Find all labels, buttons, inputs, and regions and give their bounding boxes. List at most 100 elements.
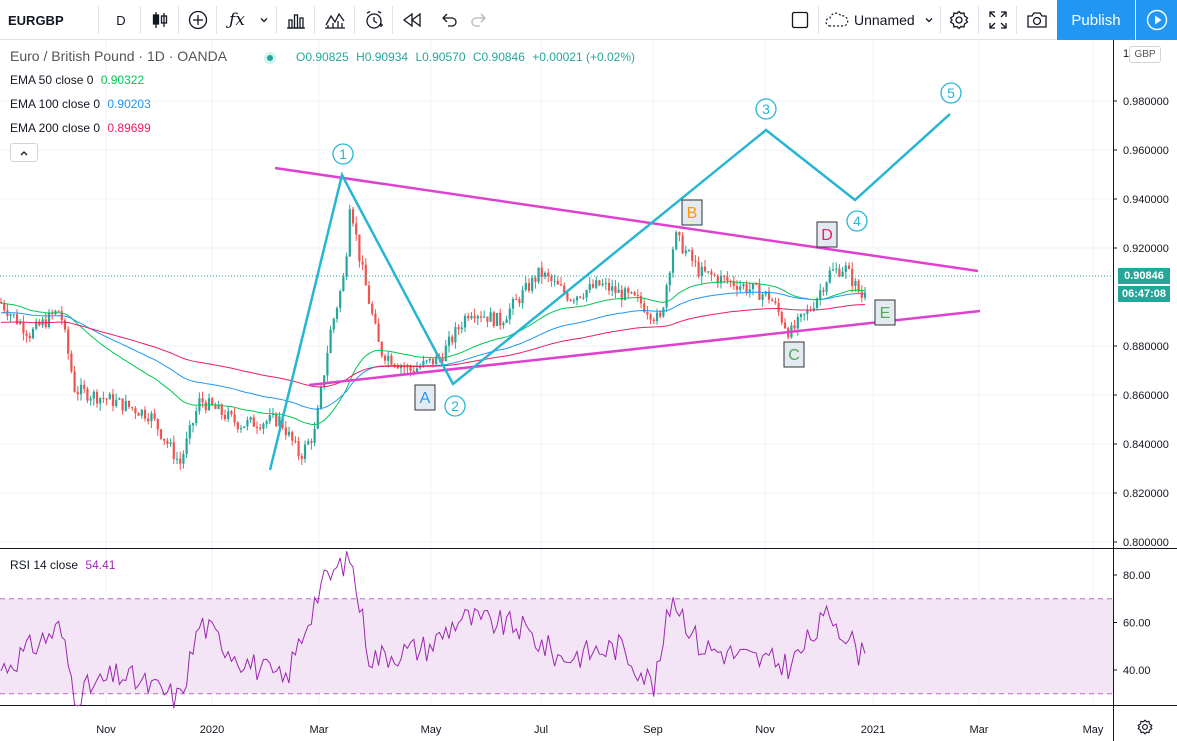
candle-body bbox=[671, 249, 675, 273]
price-tick-label: 1 bbox=[1123, 48, 1129, 60]
symbol-search-button[interactable]: EURGBP bbox=[8, 0, 78, 40]
candle-body bbox=[127, 400, 131, 407]
candle-body bbox=[495, 312, 499, 327]
candle-body bbox=[812, 308, 815, 311]
candle-body bbox=[751, 283, 755, 290]
rsi-value: 54.41 bbox=[85, 558, 116, 572]
ema100-legend[interactable]: EMA 100 close 0 0.90203 bbox=[10, 97, 151, 111]
toolbar-divider bbox=[314, 6, 315, 34]
settings-gear-icon[interactable] bbox=[944, 0, 974, 40]
candle-body bbox=[390, 355, 393, 365]
ema100-label: EMA 100 close 0 bbox=[10, 97, 101, 111]
candle-body bbox=[182, 454, 185, 464]
candle-body bbox=[502, 322, 505, 326]
candle-body bbox=[441, 358, 444, 362]
candle-body bbox=[595, 280, 598, 288]
candle-body bbox=[857, 280, 860, 292]
candle-body bbox=[163, 438, 166, 441]
toolbar-divider bbox=[178, 6, 179, 34]
candle-body bbox=[431, 358, 435, 365]
candle-body bbox=[348, 209, 351, 257]
candle-body bbox=[710, 271, 713, 275]
redo-icon[interactable] bbox=[466, 0, 492, 40]
candle-body bbox=[255, 426, 259, 428]
undo-icon[interactable] bbox=[436, 0, 462, 40]
chevron-down-icon[interactable] bbox=[256, 0, 272, 40]
chevron-down-icon bbox=[925, 18, 933, 23]
candle-body bbox=[35, 321, 38, 329]
cloud-icon bbox=[825, 12, 849, 27]
fullscreen-icon[interactable] bbox=[984, 0, 1012, 40]
ema200-label: EMA 200 close 0 bbox=[10, 121, 101, 135]
toolbar-divider bbox=[354, 6, 355, 34]
candle-body bbox=[92, 391, 95, 399]
candle-body bbox=[700, 266, 703, 277]
ema50-legend[interactable]: EMA 50 close 0 0.90322 bbox=[10, 73, 144, 87]
candle-body bbox=[76, 391, 79, 395]
candle-body bbox=[335, 307, 339, 319]
candle-body bbox=[214, 404, 217, 409]
time-tick-label: Jul bbox=[534, 724, 548, 736]
candles-icon[interactable] bbox=[146, 0, 174, 40]
ema200-legend[interactable]: EMA 200 close 0 0.89699 bbox=[10, 121, 151, 135]
toolbar-divider bbox=[940, 6, 941, 34]
candle-body bbox=[364, 264, 367, 286]
time-tick-label: Mar bbox=[310, 724, 329, 736]
candle-body bbox=[19, 322, 22, 324]
camera-snapshot-icon[interactable] bbox=[1022, 0, 1052, 40]
play-icon[interactable] bbox=[1136, 0, 1177, 40]
settings-gear-icon[interactable] bbox=[1137, 719, 1157, 739]
toolbar-divider bbox=[978, 6, 979, 34]
publish-button[interactable]: Publish bbox=[1057, 0, 1135, 40]
candle-body bbox=[329, 329, 332, 353]
layout-menu-button[interactable]: Unnamed bbox=[824, 0, 936, 40]
candle-body bbox=[694, 260, 697, 262]
candle-body bbox=[118, 398, 121, 400]
layout-name: Unnamed bbox=[854, 12, 915, 28]
compare-icon[interactable] bbox=[320, 0, 350, 40]
fullscreen-square-icon[interactable] bbox=[786, 0, 814, 40]
financials-icon[interactable] bbox=[282, 0, 310, 40]
ema50-line bbox=[0, 281, 866, 426]
candle-body bbox=[515, 298, 518, 300]
candle-body bbox=[854, 280, 857, 286]
toolbar-divider bbox=[98, 6, 99, 34]
candle-body bbox=[543, 272, 547, 277]
candle-body bbox=[38, 321, 41, 326]
candle-body bbox=[601, 283, 604, 286]
candle-body bbox=[396, 365, 399, 369]
candle-body bbox=[511, 298, 515, 309]
candle-body bbox=[780, 312, 783, 323]
wave-label-3: 3 bbox=[762, 101, 770, 117]
indicators-fx-icon[interactable]: ƒx bbox=[229, 10, 245, 30]
candle-body bbox=[534, 277, 537, 282]
currency-badge[interactable]: GBP bbox=[1129, 46, 1161, 63]
candle-body bbox=[361, 261, 364, 265]
price-chart-canvas[interactable]: 0.980000 0.960000 0.940000 0.920000 0.880000… bbox=[0, 40, 1177, 741]
candle-body bbox=[147, 418, 150, 422]
alert-clock-icon[interactable] bbox=[360, 0, 388, 40]
candlestick-series bbox=[0, 204, 867, 471]
candle-body bbox=[111, 394, 115, 407]
candle-body bbox=[271, 413, 275, 416]
rsi-band bbox=[0, 598, 1113, 694]
candle-body bbox=[236, 422, 239, 430]
interval-button[interactable]: D bbox=[108, 0, 134, 40]
toolbar-divider bbox=[140, 6, 141, 34]
candle-body bbox=[319, 386, 323, 409]
collapse-legend-button[interactable] bbox=[10, 143, 38, 162]
candle-body bbox=[89, 398, 92, 401]
candle-body bbox=[291, 431, 294, 441]
replay-icon[interactable] bbox=[398, 0, 426, 40]
rsi-legend[interactable]: RSI 14 close 54.41 bbox=[10, 558, 115, 572]
chart-area[interactable]: 0.980000 0.960000 0.940000 0.920000 0.880000… bbox=[0, 40, 1177, 741]
candle-body bbox=[799, 314, 803, 318]
candle-body bbox=[841, 271, 844, 277]
candle-body bbox=[777, 303, 780, 313]
candle-body bbox=[719, 275, 723, 284]
candle-body bbox=[476, 316, 479, 319]
candle-body bbox=[99, 398, 102, 404]
market-status-icon bbox=[264, 52, 276, 64]
add-indicator-icon[interactable] bbox=[184, 0, 212, 40]
candle-body bbox=[614, 286, 617, 293]
